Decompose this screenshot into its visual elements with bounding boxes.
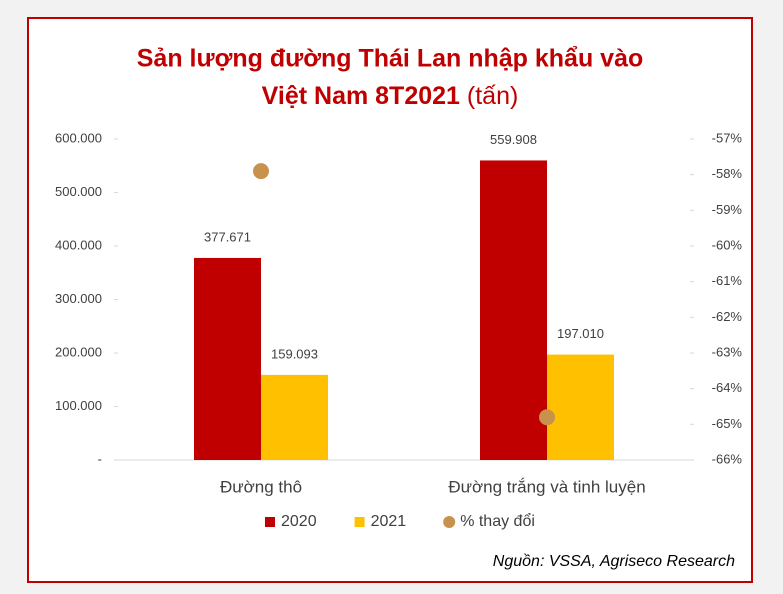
- legend-label: 2020: [281, 513, 317, 530]
- x-tick-label: Đường trắng và tinh luyện: [448, 477, 645, 496]
- y-tick-label: 300.000: [55, 291, 102, 306]
- y-tick-label: -: [98, 451, 102, 466]
- legend-label: 2021: [371, 513, 407, 530]
- value-label: 559.908: [490, 132, 537, 147]
- legend-swatch: [354, 517, 365, 527]
- y-tick-label: 500.000: [55, 184, 102, 199]
- y2-tick-label: -62%: [712, 309, 743, 324]
- value-label: 197.010: [557, 326, 604, 341]
- y2-tick-label: -57%: [712, 130, 743, 145]
- y2-tick-label: -61%: [712, 273, 743, 288]
- y2-tick-label: -65%: [712, 416, 743, 431]
- legend-swatch: [265, 517, 275, 527]
- bar: [547, 354, 614, 460]
- y2-tick-label: -59%: [712, 202, 743, 217]
- chart-title: Việt Nam 8T2021: [262, 82, 460, 110]
- title-unit: (tấn): [467, 82, 518, 110]
- bar: [194, 257, 261, 460]
- frame: [27, 17, 753, 583]
- x-tick-label: Đường thô: [220, 477, 302, 496]
- legend-label: % thay đổi: [460, 512, 535, 530]
- point: [539, 409, 555, 426]
- y-tick-label: 400.000: [55, 237, 102, 252]
- y-tick-label: 200.000: [55, 344, 102, 359]
- y2-tick-label: -64%: [712, 380, 743, 395]
- y2-tick-label: -58%: [712, 166, 743, 181]
- chart-title: Sản lượng đường Thái Lan nhập khẩu vào: [137, 45, 644, 73]
- y2-tick-label: -60%: [712, 237, 743, 252]
- y-tick-label: 600.000: [55, 130, 102, 145]
- bar: [480, 160, 547, 460]
- bar: [261, 374, 328, 460]
- point: [253, 163, 269, 180]
- legend-swatch: [443, 516, 456, 528]
- y2-tick-label: -63%: [712, 344, 743, 359]
- y2-tick-label: -66%: [712, 451, 743, 466]
- source: Nguồn: VSSA, Agriseco Research: [493, 553, 735, 570]
- value-label: 377.671: [204, 229, 251, 244]
- chart-title: Việt Nam 8T2021 (tấn): [262, 82, 519, 110]
- y-tick-label: 100.000: [55, 398, 102, 413]
- value-label: 159.093: [271, 346, 318, 361]
